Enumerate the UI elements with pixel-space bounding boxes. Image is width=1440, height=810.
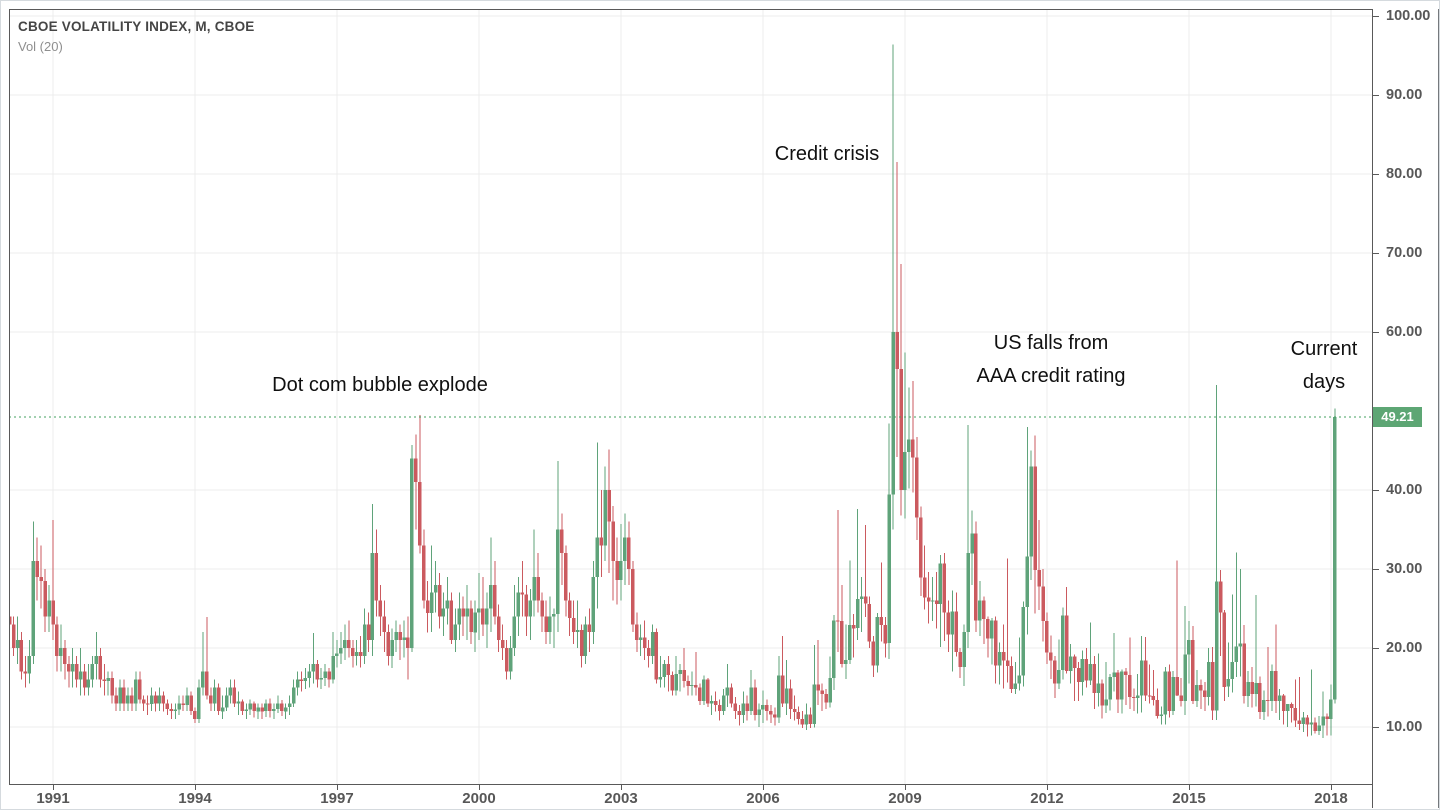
annotation-aaa-downgrade: US falls from AAA credit rating <box>931 327 1171 393</box>
time-axis-label: 2009 <box>888 790 922 807</box>
time-axis-tick <box>1330 785 1332 790</box>
price-axis-tick <box>1373 15 1379 17</box>
price-axis-label: 100.00 <box>1386 8 1431 24</box>
time-axis-tick <box>53 785 54 790</box>
time-axis-tick <box>1046 785 1048 790</box>
price-axis-tick <box>1373 173 1379 175</box>
symbol-title[interactable]: CBOE VOLATILITY INDEX, M, CBOE <box>18 19 255 34</box>
indicator-label[interactable]: Vol (20) <box>18 39 63 54</box>
chart-legend: CBOE VOLATILITY INDEX, M, CBOE Vol (20) <box>18 19 255 54</box>
price-axis-label: 40.00 <box>1386 482 1423 498</box>
time-axis-tick <box>478 785 480 790</box>
time-axis-label: 2015 <box>1172 790 1206 807</box>
annotation-text: days <box>1302 371 1346 393</box>
candlestick-canvas <box>9 9 1372 784</box>
price-axis-label: 30.00 <box>1386 561 1423 577</box>
time-axis-label: 2000 <box>462 790 496 807</box>
price-axis-label: 10.00 <box>1386 719 1423 735</box>
time-axis-label: 1994 <box>178 790 212 807</box>
chart-border-right <box>1438 9 1439 808</box>
annotation-text: Current <box>1290 338 1358 360</box>
annotation-current-days: Current days <box>1267 333 1381 399</box>
time-axis-label: 1991 <box>36 790 70 807</box>
plot-border-top <box>9 9 1372 10</box>
annotation-credit-crisis: Credit crisis <box>707 138 947 171</box>
annotation-text: Dot com bubble explode <box>272 374 488 396</box>
time-axis-label: 1997 <box>320 790 354 807</box>
time-axis-tick <box>762 785 764 790</box>
price-axis-label: 90.00 <box>1386 87 1423 103</box>
time-axis-label: 2006 <box>746 790 780 807</box>
last-price-value: 49.21 <box>1381 409 1414 425</box>
time-axis-tick <box>336 785 338 790</box>
price-axis-label: 60.00 <box>1386 324 1423 340</box>
chart-plot-area[interactable]: CBOE VOLATILITY INDEX, M, CBOE Vol (20) … <box>9 9 1372 784</box>
price-axis[interactable]: 49.21 100.00 90.00 80.00 70.00 60.00 40.00 30.… <box>1373 8 1438 784</box>
time-axis-label: 2012 <box>1030 790 1064 807</box>
last-price-label: 49.21 <box>1373 407 1422 428</box>
price-axis-label: 80.00 <box>1386 166 1423 182</box>
time-axis-label: 2003 <box>604 790 638 807</box>
plot-border-bottom <box>9 784 1372 785</box>
annotation-text: AAA credit rating <box>976 365 1126 387</box>
price-axis-tick <box>1373 568 1379 570</box>
annotation-text: US falls from <box>993 332 1109 354</box>
time-axis[interactable]: 1991 1994 1997 2000 2003 2006 2009 2012 2015 2018 <box>9 785 1372 809</box>
time-axis-tick <box>620 785 622 790</box>
annotation-text: Credit crisis <box>774 143 880 165</box>
price-axis-separator <box>1372 9 1373 808</box>
price-axis-tick <box>1373 726 1379 728</box>
time-axis-label: 2018 <box>1314 790 1348 807</box>
annotation-dotcom-bubble: Dot com bubble explode <box>230 369 530 402</box>
price-axis-tick <box>1373 331 1379 333</box>
price-axis-tick <box>1373 94 1379 96</box>
price-axis-tick <box>1373 647 1379 649</box>
time-axis-tick <box>1188 785 1190 790</box>
price-axis-tick <box>1373 252 1379 254</box>
price-axis-tick <box>1373 489 1379 491</box>
time-axis-tick <box>904 785 906 790</box>
time-axis-tick <box>194 785 196 790</box>
price-axis-label: 20.00 <box>1386 640 1423 656</box>
price-axis-label: 70.00 <box>1386 245 1423 261</box>
plot-border-left <box>9 9 10 784</box>
